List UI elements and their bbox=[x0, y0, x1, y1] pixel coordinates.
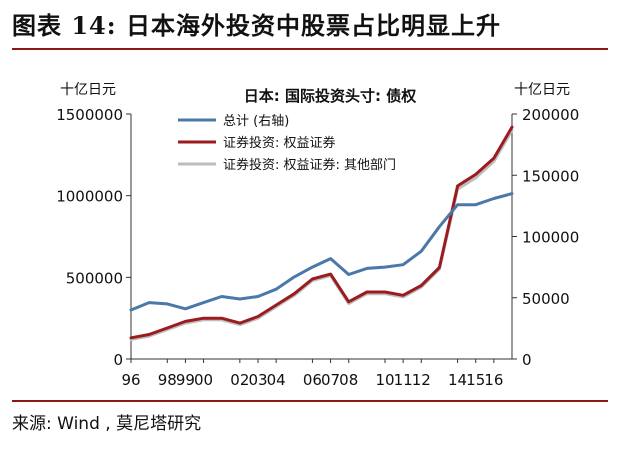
x-tick-label: 00 bbox=[194, 371, 213, 389]
right-tick-label: 0 bbox=[522, 351, 532, 369]
x-tick-label: 10 bbox=[375, 371, 394, 389]
series-line-2 bbox=[129, 125, 514, 340]
x-tick-label: 99 bbox=[176, 371, 195, 389]
left-tick-label: 1500000 bbox=[56, 106, 123, 124]
x-tick-label: 98 bbox=[158, 371, 177, 389]
x-tick-label: 15 bbox=[466, 371, 485, 389]
left-tick-label: 0 bbox=[113, 351, 123, 369]
legend-label-1: 总计 (右轴) bbox=[223, 114, 289, 129]
chart-title: 日本: 国际投资头寸: 债权 bbox=[244, 87, 417, 105]
right-axis-unit: 十亿日元 bbox=[514, 82, 570, 98]
legend-label-2: 证券投资: 权益证券 bbox=[223, 135, 336, 151]
x-tick-label: 96 bbox=[121, 371, 140, 389]
right-tick-label: 50000 bbox=[522, 290, 570, 308]
left-tick-label: 1000000 bbox=[56, 188, 123, 206]
right-tick-label: 100000 bbox=[522, 229, 579, 247]
x-tick-label: 02 bbox=[230, 371, 249, 389]
series-line-1 bbox=[129, 192, 514, 312]
legend-label-3: 证券投资: 权益证券: 其他部门 bbox=[223, 157, 396, 173]
x-tick-label: 03 bbox=[248, 371, 267, 389]
title-divider bbox=[12, 48, 608, 50]
x-tick-label: 16 bbox=[484, 371, 503, 389]
series-layer bbox=[129, 125, 514, 341]
x-tick-label: 11 bbox=[394, 371, 413, 389]
x-tick-label: 14 bbox=[448, 371, 467, 389]
figure-title: 图表 14: 日本海外投资中股票占比明显上升 bbox=[12, 11, 501, 40]
source-divider bbox=[12, 400, 608, 402]
x-tick-label: 12 bbox=[412, 371, 431, 389]
left-tick-label: 500000 bbox=[66, 269, 123, 287]
x-tick-label: 04 bbox=[267, 371, 286, 389]
x-tick-label: 08 bbox=[339, 371, 358, 389]
right-tick-label: 150000 bbox=[522, 167, 579, 185]
x-tick-label: 06 bbox=[303, 371, 322, 389]
source-note: 来源: Wind , 莫尼塔研究 bbox=[12, 414, 202, 434]
left-axis-unit: 十亿日元 bbox=[60, 82, 116, 98]
axes-layer: 0 500000 1000000 1500000 0 50000 100000 150000 2… bbox=[56, 106, 579, 389]
right-tick-label: 200000 bbox=[522, 106, 579, 124]
x-tick-label: 07 bbox=[321, 371, 340, 389]
